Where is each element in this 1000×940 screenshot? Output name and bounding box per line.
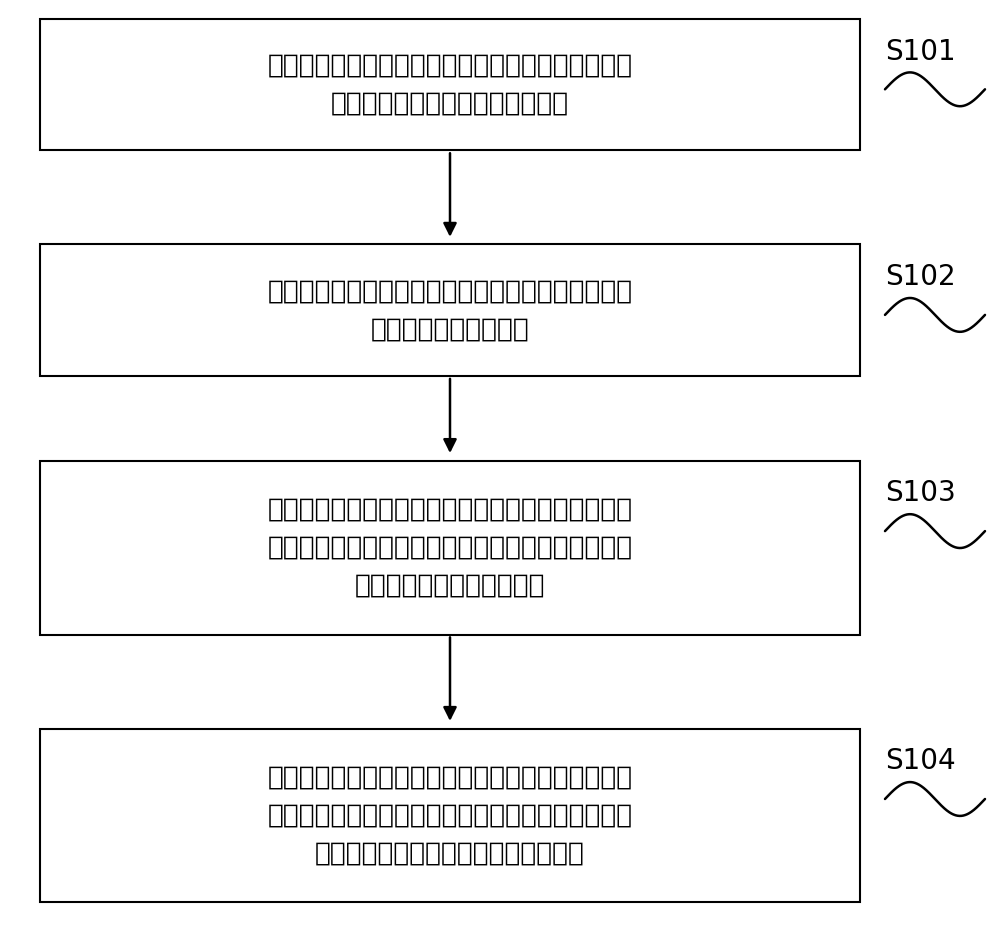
Text: 在第一时刻的第一位置，获取无人机的激光雷达的多
个激光束在多个平面的第一组距离: 在第一时刻的第一位置，获取无人机的激光雷达的多 个激光束在多个平面的第一组距离 — [267, 53, 633, 117]
Text: S103: S103 — [885, 479, 956, 508]
Text: 在第二时刻的第二位置，获取所述多个激光束在所述
多个平面的第二组距离: 在第二时刻的第二位置，获取所述多个激光束在所述 多个平面的第二组距离 — [267, 278, 633, 342]
FancyBboxPatch shape — [40, 728, 860, 902]
Text: S101: S101 — [885, 38, 956, 66]
FancyBboxPatch shape — [40, 244, 860, 376]
Text: 依据预设的几何关系处理所述第一组距离和所述第二
组距离，得到所述无人机在同一个坐标系下所述第一
位置和所述第二位置的坐标: 依据预设的几何关系处理所述第一组距离和所述第二 组距离，得到所述无人机在同一个坐… — [267, 496, 633, 599]
FancyBboxPatch shape — [40, 19, 860, 150]
Text: 依据在同一个坐标系下所述第一位置和所述第二位置
的位置坐标，以及所述第一时刻和所述第二时刻的时
间差，确定所述无人机的移动速度信息: 依据在同一个坐标系下所述第一位置和所述第二位置 的位置坐标，以及所述第一时刻和所… — [267, 764, 633, 867]
FancyBboxPatch shape — [40, 461, 860, 634]
Text: S102: S102 — [885, 263, 956, 291]
Text: S104: S104 — [885, 747, 956, 776]
